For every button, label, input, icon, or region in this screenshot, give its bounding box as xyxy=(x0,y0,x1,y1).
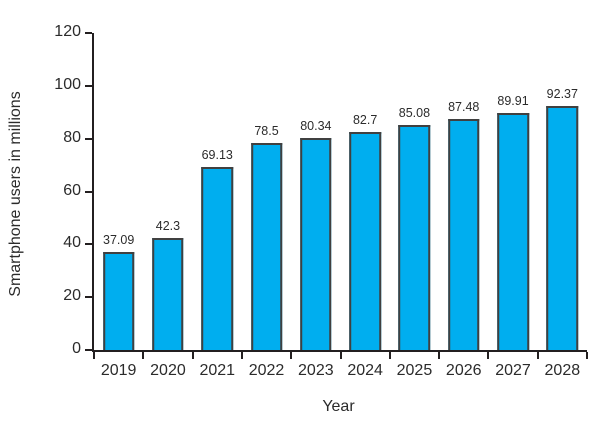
bar-value-label: 89.91 xyxy=(497,93,529,108)
bar xyxy=(447,118,480,350)
bar-value-label: 78.5 xyxy=(254,123,279,138)
y-tick-mark xyxy=(85,190,92,193)
bar xyxy=(102,252,135,350)
bar xyxy=(201,167,234,350)
bar-value-label: 82.7 xyxy=(352,112,378,127)
bar-value-label: 42.3 xyxy=(155,219,181,234)
bar-slot: 42.3 2020 xyxy=(143,33,192,379)
x-tick-mark xyxy=(240,352,243,359)
y-tick-mark xyxy=(85,349,92,351)
bar-slot: 89.91 2027 xyxy=(488,33,537,380)
bar xyxy=(349,131,381,350)
bar-value-label: 80.34 xyxy=(300,118,332,133)
bar-slot: 82.7 2024 xyxy=(340,33,389,379)
x-tick-mark xyxy=(487,352,490,359)
x-category-label: 2020 xyxy=(150,362,186,379)
y-tick-mark xyxy=(85,84,92,87)
bar-value-label: 37.09 xyxy=(103,233,135,248)
bar-slot: 92.37 2028 xyxy=(538,33,587,379)
bar xyxy=(152,238,184,350)
x-tick-mark xyxy=(339,352,342,359)
y-tick-mark xyxy=(85,243,92,246)
x-tick-mark xyxy=(93,352,95,359)
bar-slot: 87.48 2026 xyxy=(439,33,488,379)
y-tick-label: 20 xyxy=(63,287,81,305)
bar-series: 37.09 2019 42.3 2020 69.13 2021 78.5 2022 80.34 2… xyxy=(94,33,587,380)
bar xyxy=(398,125,431,350)
y-tick-mark xyxy=(85,296,92,299)
x-tick-mark xyxy=(586,352,588,359)
x-category-label: 2021 xyxy=(199,362,236,379)
y-tick-label: 60 xyxy=(63,181,81,199)
x-category-label: 2025 xyxy=(396,362,433,379)
bar-slot: 69.13 2021 xyxy=(193,33,242,379)
x-category-label: 2026 xyxy=(445,362,482,379)
x-category-label: 2019 xyxy=(100,362,137,379)
y-tick-label: 80 xyxy=(63,128,81,146)
x-tick-mark xyxy=(290,352,293,359)
x-category-label: 2027 xyxy=(495,362,531,379)
x-category-label: 2024 xyxy=(347,362,383,379)
bar-value-label: 92.37 xyxy=(546,87,578,101)
x-axis-title: Year xyxy=(322,398,355,415)
bar-slot: 85.08 2025 xyxy=(390,33,439,379)
y-tick-label: 120 xyxy=(54,23,81,40)
bar-slot: 78.5 2022 xyxy=(242,33,291,379)
y-tick-label: 100 xyxy=(54,75,81,93)
bar xyxy=(300,137,332,350)
bar-slot: 37.09 2019 xyxy=(94,33,143,379)
x-tick-mark xyxy=(536,352,539,359)
bar xyxy=(250,142,283,350)
y-tick-mark xyxy=(85,32,92,34)
bar-value-label: 87.48 xyxy=(448,99,480,114)
x-tick-mark xyxy=(191,352,194,359)
y-tick-label: 0 xyxy=(72,340,81,357)
bar-value-label: 69.13 xyxy=(201,148,233,163)
x-category-label: 2028 xyxy=(544,362,581,379)
x-tick-mark xyxy=(438,352,441,359)
x-tick-mark xyxy=(142,352,145,359)
bar xyxy=(546,106,579,350)
plot-area: 0 20 40 60 80 100 120 37.09 2019 42.3 2020 69.13 20… xyxy=(54,23,588,380)
bar-value-label: 85.08 xyxy=(398,106,431,121)
y-tick-label: 40 xyxy=(63,234,81,252)
y-tick-mark xyxy=(85,137,92,140)
x-category-label: 2023 xyxy=(298,362,334,379)
x-tick-mark xyxy=(388,352,391,359)
bar-slot: 80.34 2023 xyxy=(291,33,340,379)
bar xyxy=(497,112,529,350)
x-category-label: 2022 xyxy=(248,362,285,379)
